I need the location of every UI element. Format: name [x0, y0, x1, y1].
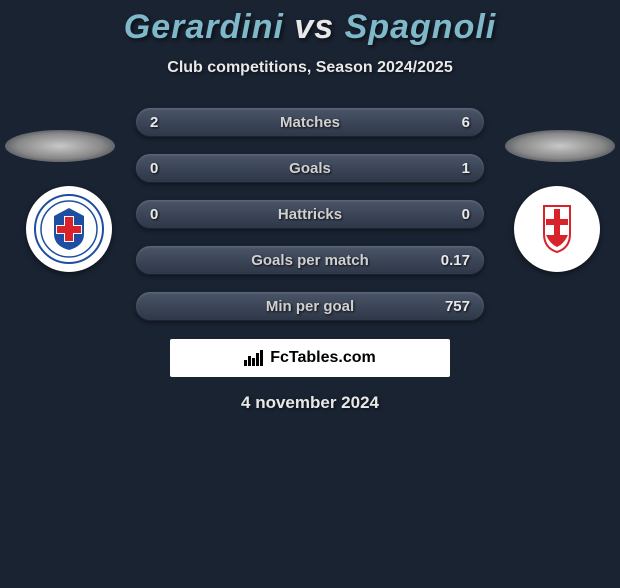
stat-row-matches: 2 Matches 6 — [135, 107, 485, 137]
stat-right-value: 0.17 — [440, 252, 470, 269]
stat-row-min-per-goal: Min per goal 757 — [135, 291, 485, 321]
attribution-banner: FcTables.com — [170, 339, 450, 377]
stat-left-value: 2 — [150, 114, 180, 131]
stat-row-goals-per-match: Goals per match 0.17 — [135, 245, 485, 275]
stat-right-value: 6 — [440, 114, 470, 131]
stat-right-value: 0 — [440, 206, 470, 223]
stat-right-value: 757 — [440, 298, 470, 315]
subtitle: Club competitions, Season 2024/2025 — [0, 59, 620, 77]
stat-label: Hattricks — [278, 206, 342, 223]
stat-label: Goals — [289, 160, 331, 177]
stats-container: 2 Matches 6 0 Goals 1 0 Hattricks 0 Goal… — [0, 107, 620, 321]
player2-name: Spagnoli — [345, 8, 497, 46]
date-text: 4 november 2024 — [0, 393, 620, 413]
bar-chart-icon — [244, 350, 264, 366]
stat-right-value: 1 — [440, 160, 470, 177]
stat-label: Matches — [280, 114, 340, 131]
stat-label: Min per goal — [266, 298, 354, 315]
stat-row-goals: 0 Goals 1 — [135, 153, 485, 183]
stat-row-hattricks: 0 Hattricks 0 — [135, 199, 485, 229]
stat-label: Goals per match — [251, 252, 369, 269]
stat-left-value: 0 — [150, 160, 180, 177]
comparison-title: Gerardini vs Spagnoli — [0, 8, 620, 47]
attribution-text: FcTables.com — [270, 349, 376, 367]
vs-text: vs — [294, 8, 334, 46]
player1-name: Gerardini — [124, 8, 284, 46]
stat-left-value: 0 — [150, 206, 180, 223]
